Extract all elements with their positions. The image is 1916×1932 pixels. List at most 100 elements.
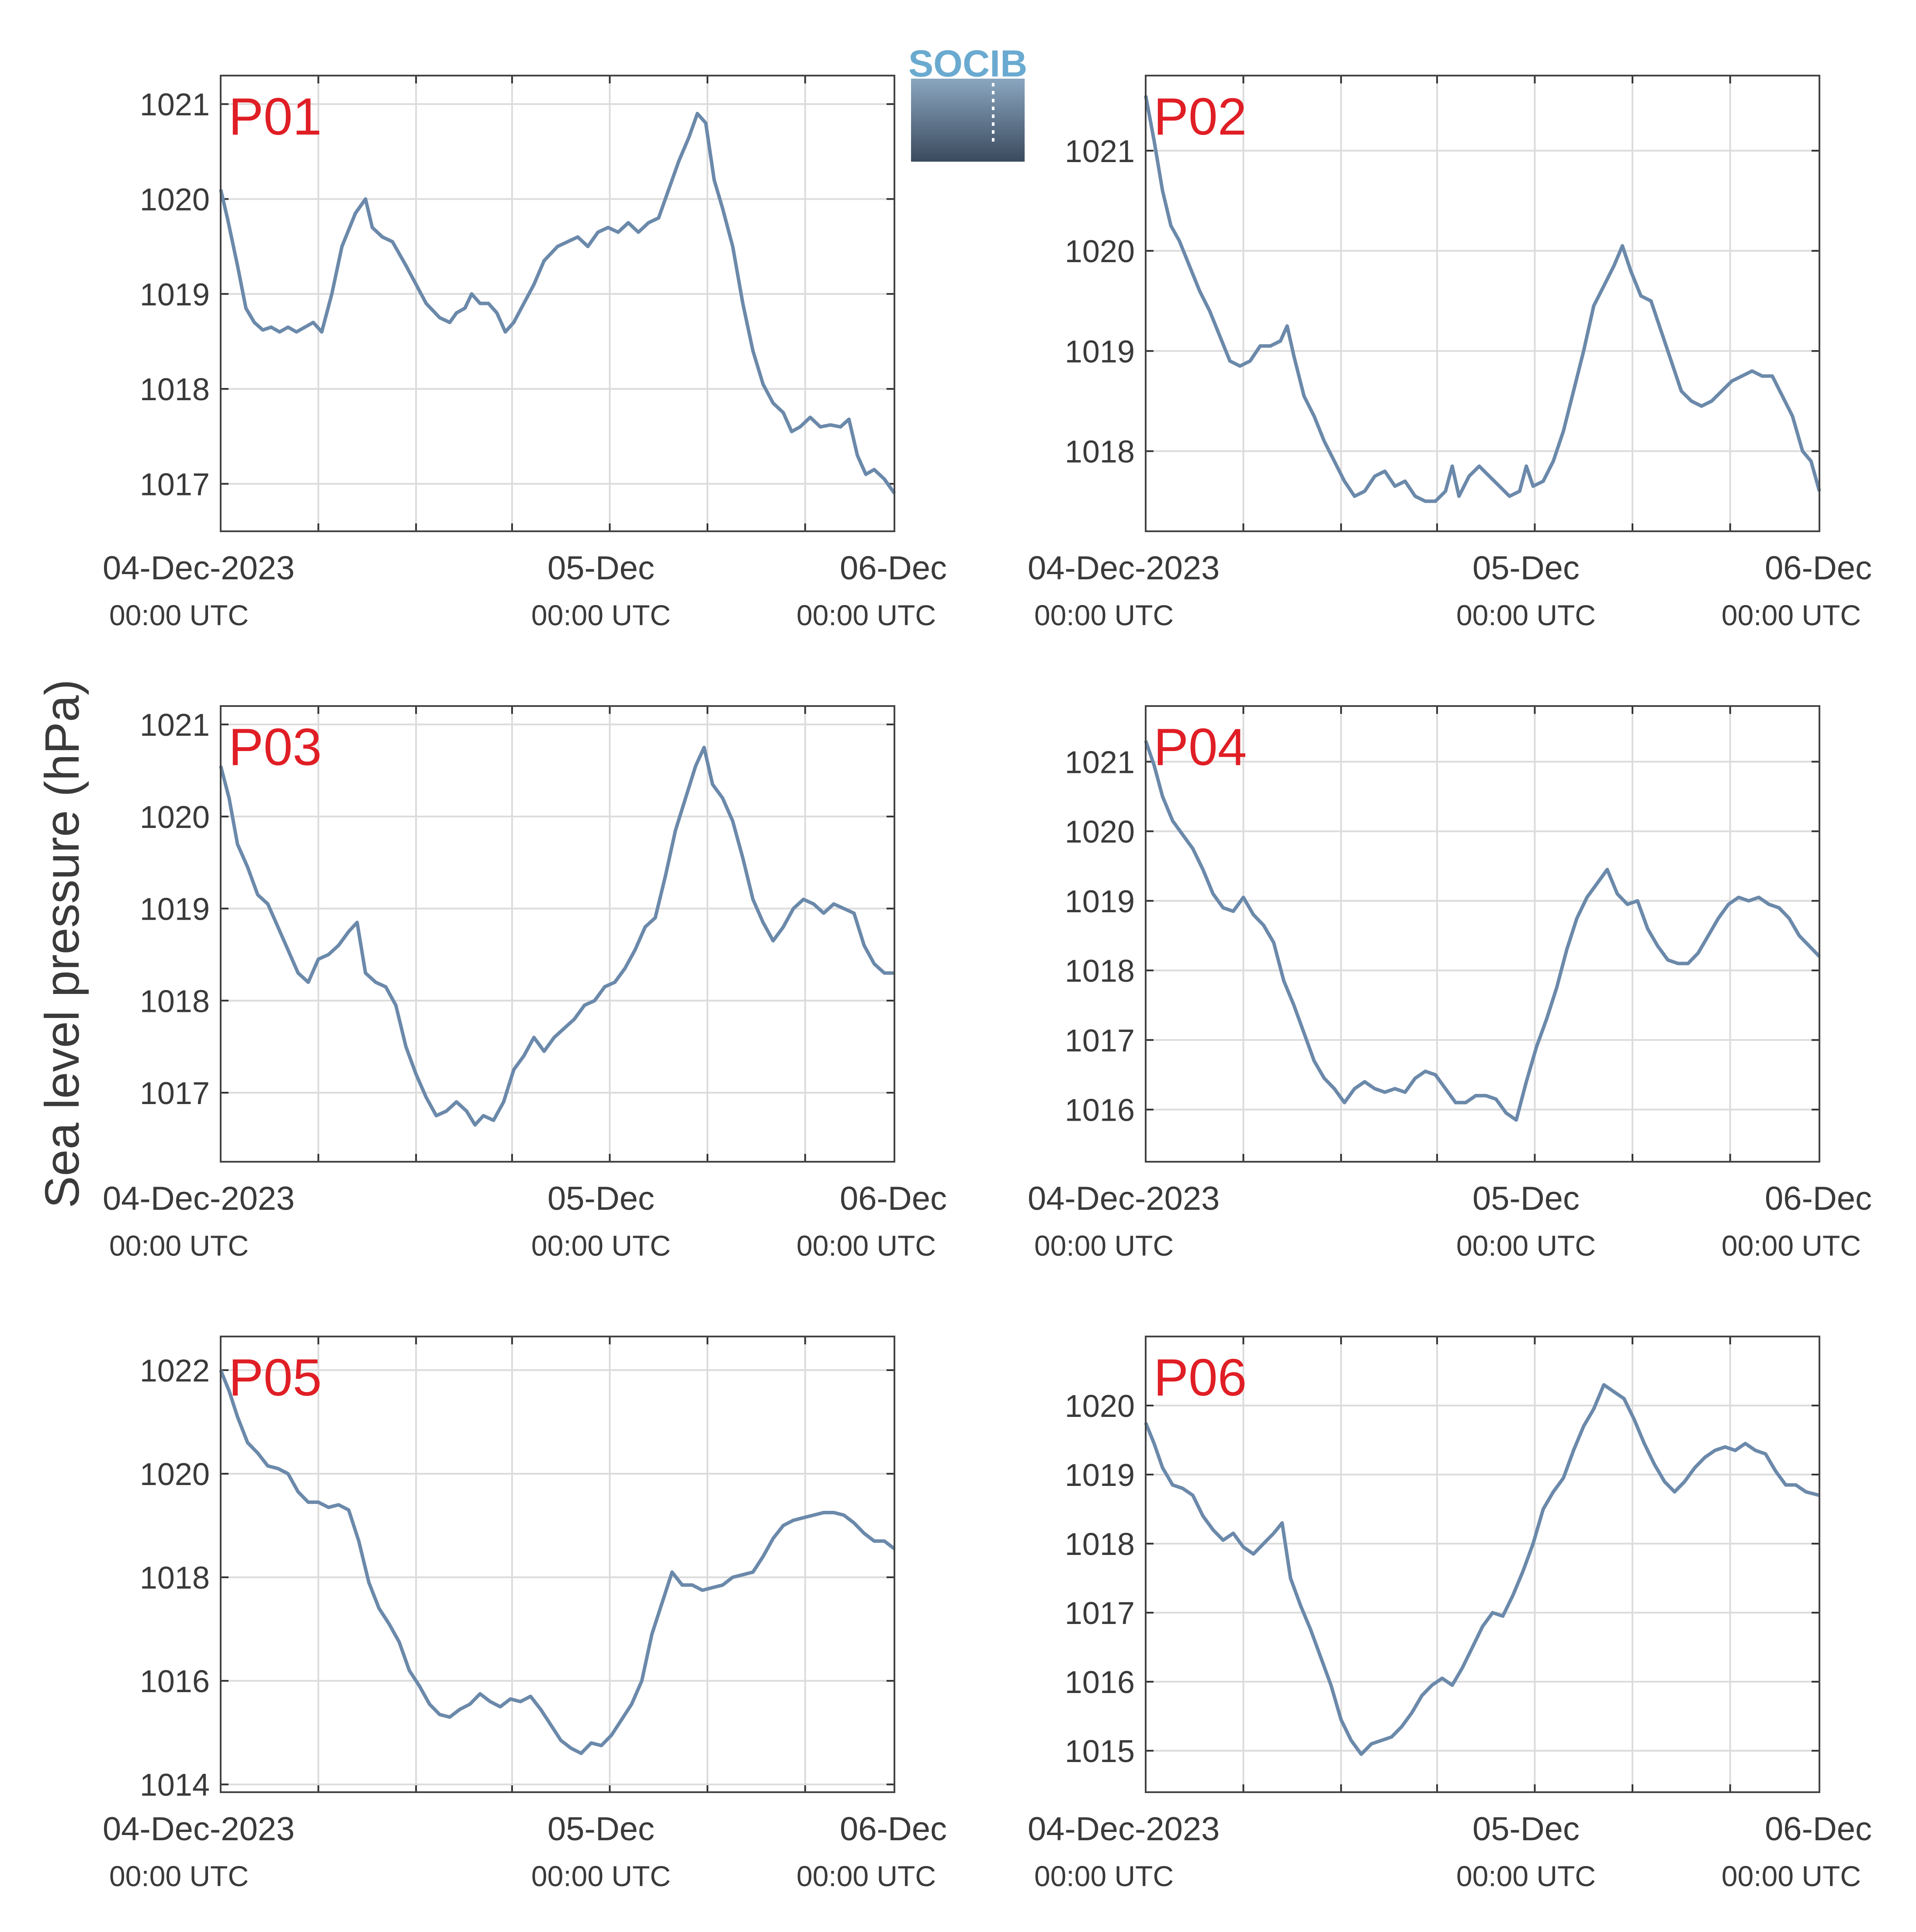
y-tick-label: 1014	[140, 1768, 210, 1803]
panel-p01: 1017 1018 1019 1020 1021 P01 04-Dec-2023 00:00 …	[103, 75, 947, 631]
series-line-p05	[219, 1369, 896, 1755]
plot-area	[221, 76, 894, 531]
x-tick-sublabel: 00:00 UTC	[531, 1229, 671, 1262]
y-tick-label: 1020	[1065, 815, 1135, 850]
y-tick-label: 1018	[140, 984, 210, 1019]
x-tick-label: 05-Dec	[1473, 550, 1580, 587]
x-tick-sublabel: 00:00 UTC	[1722, 1229, 1861, 1262]
x-tick-label: 05-Dec	[547, 1811, 655, 1848]
y-tick-label: 1018	[140, 1561, 210, 1596]
panel-label: P02	[1154, 87, 1247, 146]
x-tick-label: 06-Dec	[1765, 550, 1872, 587]
y-tick-label: 1017	[140, 467, 210, 502]
x-tick-label: 04-Dec-2023	[1028, 550, 1220, 587]
y-tick-label: 1017	[1065, 1596, 1135, 1631]
y-tick-label: 1021	[140, 87, 210, 122]
socib-logo-text: SOCIB	[908, 43, 1027, 85]
y-tick-label: 1018	[1065, 1527, 1135, 1562]
plot-area	[221, 706, 894, 1162]
x-tick-label: 05-Dec	[547, 550, 655, 587]
x-tick-label: 04-Dec-2023	[103, 550, 295, 587]
x-tick-label: 04-Dec-2023	[103, 1180, 295, 1217]
socib-logo-block	[911, 79, 1025, 162]
x-tick-sublabel: 00:00 UTC	[531, 599, 671, 631]
series-line-p04	[1144, 740, 1821, 1122]
y-tick-label: 1015	[1065, 1734, 1135, 1769]
panel-label: P03	[229, 718, 322, 776]
plot-frame	[220, 705, 895, 1163]
x-tick-label: 04-Dec-2023	[1028, 1180, 1220, 1217]
x-tick-label: 05-Dec	[547, 1180, 655, 1217]
x-tick-sublabel: 00:00 UTC	[1034, 599, 1174, 631]
panel-p05: 1014 1016 1018 1020 1022 P05 04-Dec-2023 00:00 …	[103, 1336, 947, 1892]
x-tick-sublabel: 00:00 UTC	[797, 1860, 936, 1892]
x-tick-sublabel: 00:00 UTC	[1456, 599, 1596, 631]
y-tick-label: 1021	[1065, 134, 1135, 169]
y-tick-label: 1019	[140, 892, 210, 927]
y-tick-label: 1022	[140, 1354, 210, 1388]
y-tick-label: 1021	[1065, 745, 1135, 780]
x-tick-sublabel: 00:00 UTC	[1456, 1860, 1596, 1892]
x-tick-label: 05-Dec	[1473, 1811, 1580, 1848]
plot-frame	[1145, 1336, 1820, 1793]
series-line-p03	[219, 745, 894, 1127]
y-tick-label: 1019	[1065, 1458, 1135, 1493]
y-tick-label: 1017	[140, 1076, 210, 1111]
x-tick-label: 05-Dec	[1473, 1180, 1580, 1217]
y-tick-label: 1018	[140, 372, 210, 407]
x-tick-label: 06-Dec	[840, 1180, 947, 1217]
x-tick-sublabel: 00:00 UTC	[1456, 1229, 1596, 1262]
y-tick-label: 1018	[1065, 954, 1135, 989]
plot-frame	[1145, 75, 1820, 532]
panel-label: P06	[1154, 1348, 1247, 1407]
y-tick-label: 1020	[140, 800, 210, 835]
y-tick-label: 1016	[1065, 1093, 1135, 1128]
x-tick-sublabel: 00:00 UTC	[1034, 1860, 1174, 1892]
y-tick-label: 1019	[1065, 884, 1135, 919]
y-tick-label: 1018	[1065, 435, 1135, 470]
y-tick-label: 1020	[1065, 1389, 1135, 1424]
x-tick-label: 04-Dec-2023	[1028, 1811, 1220, 1848]
y-tick-label: 1021	[140, 708, 210, 743]
y-tick-label: 1017	[1065, 1023, 1135, 1058]
x-tick-label: 06-Dec	[840, 550, 947, 587]
x-tick-sublabel: 00:00 UTC	[109, 1860, 249, 1892]
y-tick-label: 1020	[140, 1457, 210, 1492]
y-tick-label: 1020	[140, 182, 210, 217]
y-tick-label: 1019	[1065, 334, 1135, 369]
panel-p04: 1016 1017 1018 1019 1020 1021 P04 04-Dec-2023 00…	[1028, 705, 1872, 1262]
panel-label: P05	[229, 1348, 322, 1407]
plot-area	[1146, 1336, 1819, 1792]
y-tick-label: 1016	[140, 1664, 210, 1699]
y-axis-label: Sea level pressure (hPa)	[35, 679, 89, 1208]
panel-label: P04	[1154, 718, 1247, 776]
x-tick-label: 06-Dec	[840, 1811, 947, 1848]
plot-frame	[220, 1336, 895, 1793]
panel-p03: 1017 1018 1019 1020 1021 P03 04-Dec-2023 00:00 …	[103, 705, 947, 1262]
y-tick-label: 1016	[1065, 1665, 1135, 1700]
x-tick-sublabel: 00:00 UTC	[531, 1860, 671, 1892]
panel-p02: 1018 1019 1020 1021 P02 04-Dec-2023 00:00 UTC 0…	[1028, 75, 1872, 631]
x-tick-sublabel: 00:00 UTC	[109, 599, 249, 631]
series-line-p01	[219, 111, 896, 495]
panel-label: P01	[229, 87, 322, 146]
plot-area	[221, 1336, 894, 1792]
x-tick-sublabel: 00:00 UTC	[797, 1229, 936, 1262]
plot-area	[1146, 706, 1819, 1162]
y-tick-label: 1019	[140, 277, 210, 312]
x-tick-label: 06-Dec	[1765, 1180, 1872, 1217]
x-tick-sublabel: 00:00 UTC	[1722, 599, 1861, 631]
y-tick-label: 1020	[1065, 234, 1135, 269]
x-tick-sublabel: 00:00 UTC	[797, 599, 936, 631]
x-tick-sublabel: 00:00 UTC	[1722, 1860, 1861, 1892]
x-tick-label: 06-Dec	[1765, 1811, 1872, 1848]
x-tick-label: 04-Dec-2023	[103, 1811, 295, 1848]
panel-p06: 1015 1016 1017 1018 1019 1020 P06 04-Dec-2023 00…	[1028, 1336, 1872, 1892]
socib-logo: SOCIB	[908, 43, 1027, 162]
series-line-p02	[1144, 95, 1821, 503]
series-line-p06	[1144, 1383, 1820, 1756]
x-tick-sublabel: 00:00 UTC	[1034, 1229, 1174, 1262]
plot-frame	[1145, 705, 1820, 1163]
plot-frame	[220, 75, 895, 532]
